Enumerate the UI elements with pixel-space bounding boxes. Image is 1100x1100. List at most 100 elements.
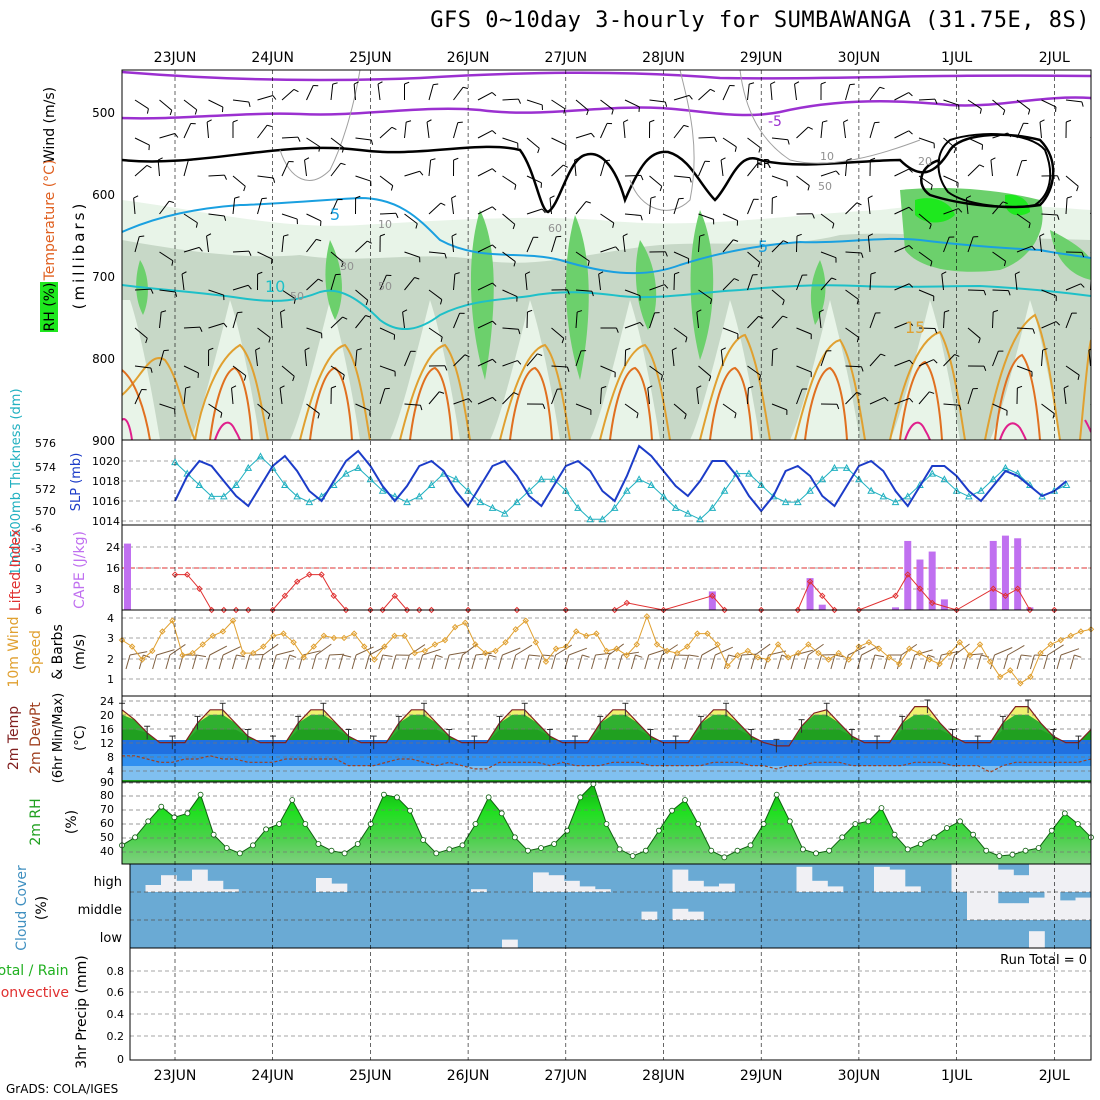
surface-barb	[209, 645, 228, 656]
cape-bar	[708, 591, 716, 610]
thickness-marker	[452, 475, 460, 483]
upper-barb	[992, 99, 1006, 111]
upper-barb	[598, 274, 601, 291]
upper-barb	[575, 289, 592, 292]
thickness-marker	[488, 503, 497, 511]
upper-barb	[208, 174, 225, 177]
surface-barb-flag	[1016, 654, 1022, 670]
wind-marker	[381, 643, 388, 650]
upper-barb	[306, 278, 319, 291]
thickness-marker	[647, 480, 656, 488]
rh-marker	[930, 834, 937, 841]
upper-barb	[600, 213, 615, 224]
upper-barb	[377, 84, 381, 101]
upper-barb	[134, 327, 148, 339]
surface-barb-flag	[351, 654, 357, 670]
upper-barb	[698, 136, 715, 139]
upper-barb	[428, 84, 434, 101]
upper-barb	[722, 137, 737, 148]
surface-barb-flag	[325, 654, 330, 670]
upper-barb	[353, 84, 356, 101]
wind-marker	[684, 643, 691, 650]
surface-barb	[156, 649, 175, 656]
wind-marker	[996, 673, 1004, 681]
upper-barb	[428, 160, 432, 177]
upper-barb	[771, 403, 788, 411]
upper-barb	[869, 122, 875, 139]
upper-barb	[404, 170, 420, 177]
upper-barb	[183, 246, 200, 253]
cloud-cell	[796, 866, 813, 892]
surface-barb-flag	[843, 654, 849, 670]
rh-marker	[407, 807, 413, 814]
upper-barb	[181, 274, 185, 291]
upper-barb	[306, 403, 320, 414]
surface-barb	[502, 647, 521, 656]
wind-marker	[431, 641, 439, 648]
upper-barb	[1016, 245, 1033, 253]
cloud-cell	[331, 883, 348, 892]
wind-marker	[875, 645, 883, 652]
upper-barb	[845, 327, 859, 338]
cloud-cell	[967, 892, 983, 920]
upper-barb	[379, 275, 387, 291]
upper-barb	[159, 403, 175, 410]
temp-ylabel-d: (°C)	[73, 725, 88, 751]
upper-barb	[747, 163, 758, 177]
label-rh-60: 60	[548, 222, 562, 235]
surface-barb	[129, 651, 148, 656]
upper-barb	[1039, 122, 1042, 139]
upper-barb	[967, 164, 980, 177]
upper-barb	[771, 240, 784, 253]
wind-marker	[956, 639, 963, 646]
wind-marker	[461, 619, 469, 627]
surface-barb-flag	[391, 654, 397, 670]
cloud-cell	[548, 875, 565, 892]
thickness-marker	[818, 475, 827, 483]
rh-marker	[891, 831, 898, 838]
upper-barb	[992, 201, 1004, 215]
surface-barb-flag	[591, 654, 596, 670]
wind-marker	[290, 639, 297, 646]
upper-barb	[159, 350, 165, 367]
upper-air-contour-labels: -5 FR 5 5 10 15 10 10 20 30 50 50 50 60	[265, 114, 932, 337]
rh-marker	[394, 794, 400, 801]
panel-frames	[121, 69, 1092, 1061]
rh-marker	[145, 818, 152, 825]
thickness-tick: 576	[35, 437, 56, 450]
upper-barb	[600, 365, 616, 373]
label-rh-10a: 10	[378, 218, 392, 231]
li-marker	[306, 571, 313, 578]
upper-barb	[379, 175, 394, 187]
wind-marker	[250, 649, 257, 657]
upper-barb	[1016, 99, 1031, 111]
upper-barb	[1016, 123, 1024, 139]
upper-barb	[404, 351, 412, 367]
dewpoint-band-mid	[122, 754, 1091, 766]
wind-marker	[562, 643, 570, 650]
upper-barb	[820, 251, 837, 259]
surface-barb-flag	[218, 654, 224, 670]
rh-marker	[551, 841, 558, 847]
surface-barb	[781, 654, 789, 658]
surface-barb	[315, 643, 332, 656]
li-tick: -6	[31, 522, 42, 535]
wind-marker	[1007, 667, 1014, 674]
surface-barb-flag	[551, 654, 557, 670]
upper-barb	[649, 198, 652, 215]
thickness-marker	[366, 475, 375, 483]
wind-marker	[906, 645, 913, 652]
thickness-marker	[903, 492, 912, 500]
upper-barb	[428, 289, 443, 300]
wind-marker	[391, 632, 398, 639]
upper-barb	[183, 365, 199, 374]
wind-marker	[633, 641, 640, 648]
upper-barb	[943, 137, 957, 149]
upper-barb	[918, 359, 934, 367]
surface-barb-flag	[524, 654, 530, 670]
pressure-tick: 700	[92, 270, 115, 284]
rh-marker	[957, 818, 963, 825]
upper-barb	[453, 122, 459, 139]
upper-barb	[671, 350, 675, 367]
upper-barb	[575, 99, 589, 111]
